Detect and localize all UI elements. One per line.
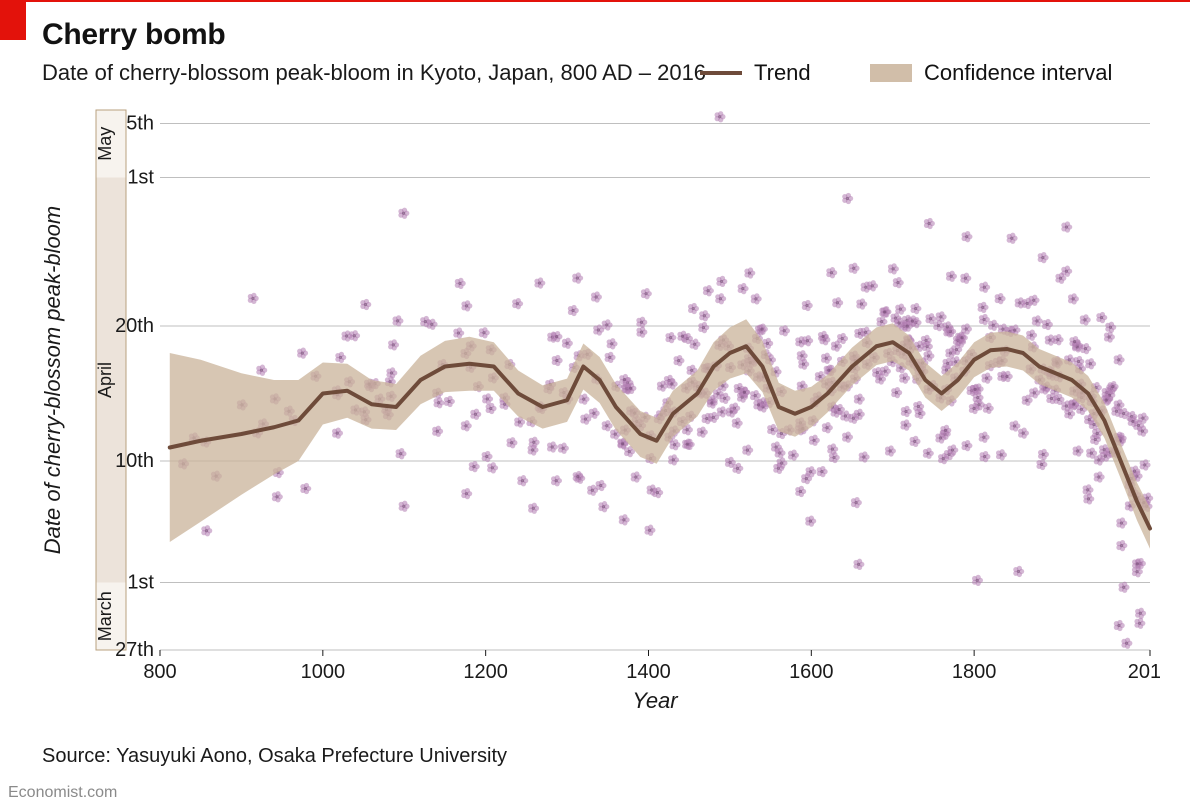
chart-area: March April May 27th 1st 10th 20th 1st 5th 800 100…: [40, 100, 1160, 720]
svg-text:800: 800: [143, 661, 176, 683]
legend-trend-swatch: [700, 71, 742, 75]
legend-ci-label: Confidence interval: [924, 60, 1112, 86]
chart-title: Cherry bomb: [42, 18, 225, 52]
top-rule: [0, 0, 1190, 2]
svg-text:Year: Year: [632, 688, 679, 713]
legend-ci: Confidence interval: [870, 60, 1112, 86]
brand-label: Economist.com: [8, 784, 117, 802]
legend-trend-label: Trend: [754, 60, 811, 86]
svg-text:1200: 1200: [463, 661, 508, 683]
svg-text:April: April: [95, 362, 115, 398]
svg-text:March: March: [95, 591, 115, 641]
source-line: Source: Yasuyuki Aono, Osaka Prefecture …: [42, 745, 507, 768]
svg-text:1000: 1000: [301, 661, 346, 683]
legend-ci-swatch: [870, 64, 912, 82]
economist-red-tab: [0, 0, 26, 40]
svg-text:1800: 1800: [952, 661, 997, 683]
legend-trend: Trend: [700, 60, 811, 86]
svg-text:20th: 20th: [115, 315, 154, 337]
svg-text:Date of cherry-blossom peak-bl: Date of cherry-blossom peak-bloom: [40, 206, 65, 554]
svg-text:10th: 10th: [115, 450, 154, 472]
svg-text:1600: 1600: [789, 661, 834, 683]
svg-text:2016: 2016: [1128, 661, 1160, 683]
svg-text:1st: 1st: [127, 167, 154, 189]
svg-text:27th: 27th: [115, 639, 154, 661]
chart-svg: March April May 27th 1st 10th 20th 1st 5th 800 100…: [40, 100, 1160, 720]
svg-text:May: May: [95, 127, 115, 161]
chart-subtitle: Date of cherry-blossom peak-bloom in Kyo…: [42, 60, 706, 86]
svg-text:5th: 5th: [126, 113, 154, 135]
svg-text:1st: 1st: [127, 572, 154, 594]
svg-text:1400: 1400: [626, 661, 671, 683]
